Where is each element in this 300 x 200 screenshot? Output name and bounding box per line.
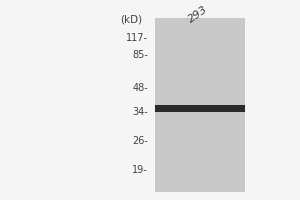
Text: 48-: 48- [132, 83, 148, 93]
Bar [155, 105, 245, 112]
Text: 293: 293 [186, 4, 209, 24]
Bar [155, 18, 245, 192]
Text: 85-: 85- [132, 50, 148, 60]
Text: 19-: 19- [132, 165, 148, 175]
Text: 26-: 26- [132, 136, 148, 146]
Text: 117-: 117- [126, 33, 148, 43]
Text: (kD): (kD) [120, 15, 142, 25]
Text: 34-: 34- [132, 107, 148, 117]
